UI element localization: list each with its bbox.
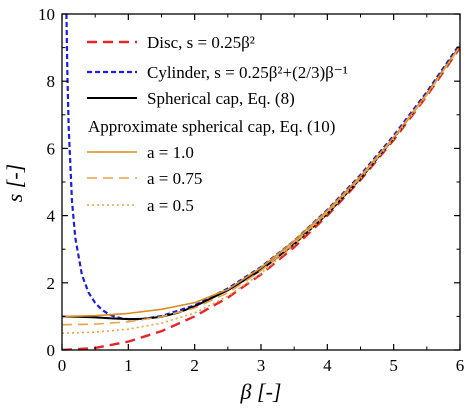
legend-label-3: a = 1.0 <box>147 143 194 162</box>
legend-label-4: a = 0.75 <box>147 169 202 188</box>
x-tick-label: 4 <box>323 356 332 375</box>
y-tick-label: 4 <box>47 207 56 226</box>
legend-label-0: Disc, s = 0.25β² <box>147 33 255 52</box>
series-line-5 <box>62 46 460 334</box>
x-tick-label: 2 <box>190 356 199 375</box>
series-line-3 <box>62 45 460 318</box>
x-tick-label: 5 <box>389 356 398 375</box>
series-line-4 <box>62 45 460 326</box>
legend-subheader: Approximate spherical cap, Eq. (10) <box>88 117 335 136</box>
y-tick-label: 8 <box>47 72 56 91</box>
x-tick-label: 6 <box>456 356 465 375</box>
x-axis-label: β [-] <box>240 379 282 404</box>
legend-label-1: Cylinder, s = 0.25β²+(2/3)β⁻¹ <box>147 63 348 82</box>
y-axis-label: s [-] <box>2 164 27 203</box>
x-tick-label: 1 <box>124 356 133 375</box>
y-tick-label: 0 <box>47 341 56 360</box>
legend: Disc, s = 0.25β² Cylinder, s = 0.25β²+(2/… <box>87 33 348 215</box>
series-layer <box>62 14 460 350</box>
y-tick-label: 2 <box>47 274 56 293</box>
x-tick-label: 0 <box>58 356 67 375</box>
x-tick-label: 3 <box>257 356 266 375</box>
series-line-1 <box>65 14 460 321</box>
ticks-layer: 0 1 2 3 4 5 6 0 2 4 6 8 10 <box>38 5 464 375</box>
legend-label-5: a = 0.5 <box>147 196 194 215</box>
legend-label-2: Spherical cap, Eq. (8) <box>147 89 295 108</box>
series-line-2 <box>62 45 460 321</box>
y-tick-label: 10 <box>38 5 55 24</box>
y-tick-label: 6 <box>47 139 56 158</box>
series-line-0 <box>62 46 460 350</box>
